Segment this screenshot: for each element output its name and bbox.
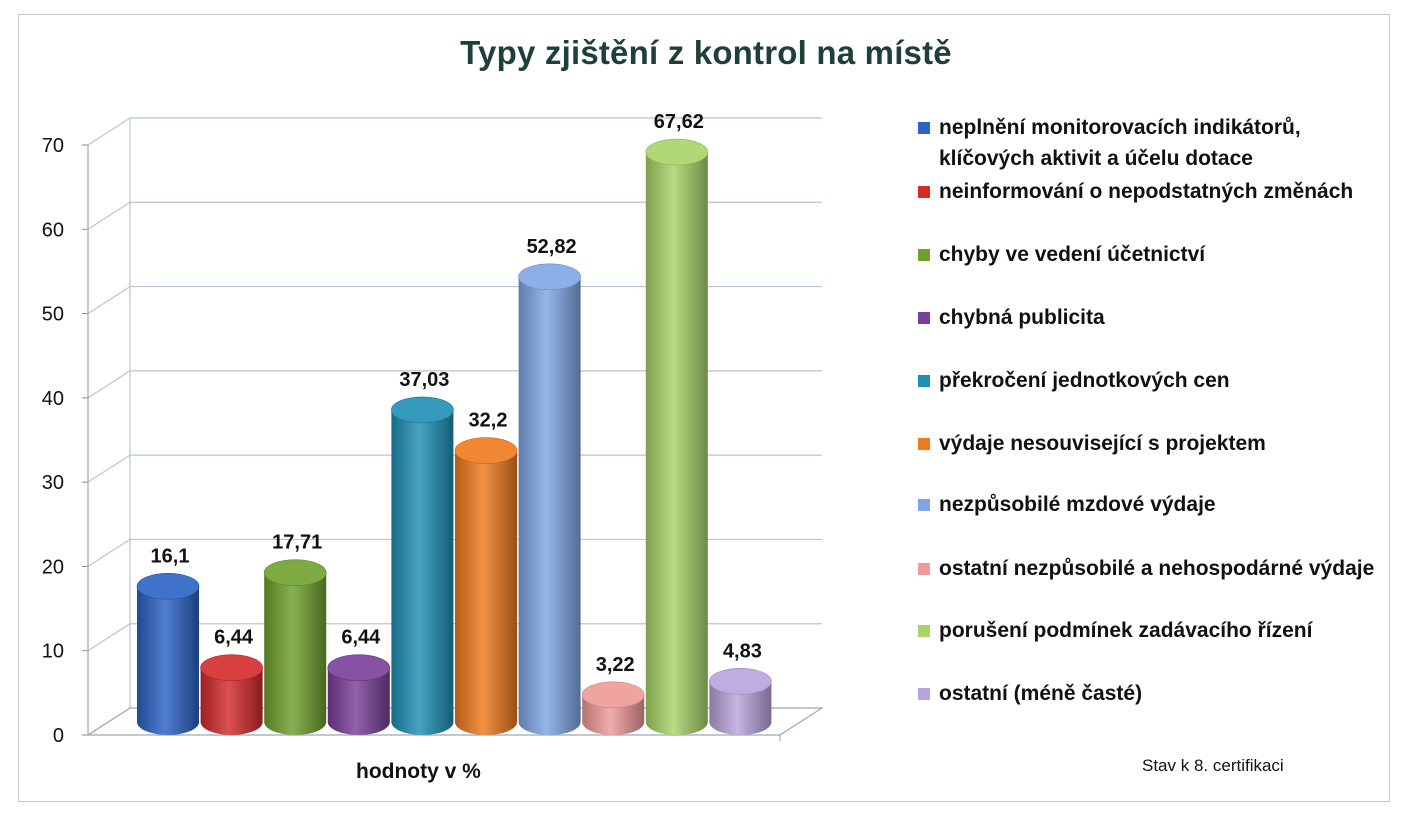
bar bbox=[454, 437, 518, 735]
legend-swatch bbox=[918, 499, 930, 511]
data-label: 4,83 bbox=[723, 640, 762, 662]
legend-label: překročení jednotkových cen bbox=[939, 369, 1230, 392]
bar-top bbox=[454, 437, 518, 464]
legend-label: ostatní (méně časté) bbox=[939, 682, 1143, 705]
gridline-side bbox=[87, 370, 131, 399]
bar bbox=[136, 572, 200, 735]
y-tick-label: 20 bbox=[42, 556, 64, 578]
legend-item: neplnění monitorovacích indikátorů, klíč… bbox=[918, 112, 1378, 174]
bar-body bbox=[518, 276, 581, 735]
gridline-side bbox=[87, 454, 131, 483]
chart-title: Typy zjištění z kontrol na místě bbox=[460, 34, 952, 71]
legend-label: porušení podmínek zadávacího řízení bbox=[939, 619, 1313, 642]
bar-body bbox=[137, 586, 199, 735]
bar-top bbox=[645, 138, 709, 166]
bar bbox=[200, 654, 263, 735]
bar bbox=[645, 138, 709, 735]
y-tick-label: 50 bbox=[42, 304, 64, 326]
legend-item: ostatní (méně časté) bbox=[918, 678, 1378, 709]
y-tick-label: 40 bbox=[42, 388, 64, 410]
bars bbox=[136, 138, 772, 735]
data-label: 16,1 bbox=[151, 545, 190, 567]
legend-item: ostatní nezpůsobilé a nehospodárné výdaj… bbox=[918, 553, 1378, 584]
data-labels: 16,1 6,44 17,71 6,44 37,03 32,2 52,82 3,22 67,62… bbox=[151, 111, 762, 676]
bar-top bbox=[263, 559, 327, 587]
legend-label: neplnění monitorovacích indikátorů, klíč… bbox=[939, 116, 1301, 170]
data-label: 32,2 bbox=[469, 410, 508, 432]
legend-item: chyby ve vedení účetnictví bbox=[918, 239, 1378, 270]
data-label: 17,71 bbox=[272, 532, 322, 554]
floor bbox=[85, 707, 825, 736]
legend-swatch bbox=[918, 186, 930, 198]
legend-label: ostatní nezpůsobilé a nehospodárné výdaj… bbox=[939, 557, 1375, 580]
data-label: 67,62 bbox=[654, 111, 704, 133]
bar bbox=[391, 396, 454, 735]
legend-swatch bbox=[918, 438, 930, 450]
bar-top bbox=[327, 654, 391, 682]
legend-label: neinformování o nepodstatných změnách bbox=[939, 180, 1354, 203]
bar-top bbox=[200, 654, 263, 682]
bar-body bbox=[709, 681, 772, 735]
bar-body bbox=[455, 450, 517, 735]
legend-item: nezpůsobilé mzdové výdaje bbox=[918, 489, 1378, 520]
bar bbox=[581, 681, 645, 735]
y-tick-label: 0 bbox=[53, 725, 64, 747]
bar bbox=[518, 263, 581, 735]
legend-item: porušení podmínek zadávacího řízení bbox=[918, 615, 1378, 646]
bar-top bbox=[518, 263, 581, 291]
legend-label: chyby ve vedení účetnictví bbox=[939, 243, 1206, 266]
y-tick-label: 60 bbox=[42, 219, 64, 241]
bar bbox=[709, 667, 772, 735]
bar bbox=[263, 559, 327, 735]
y-tick-label: 30 bbox=[42, 472, 64, 494]
gridline-side bbox=[87, 117, 131, 146]
legend-label: chybná publicita bbox=[939, 306, 1105, 329]
legend-swatch bbox=[918, 625, 930, 637]
legend-swatch bbox=[918, 688, 930, 700]
data-label: 6,44 bbox=[341, 627, 381, 649]
bar-body bbox=[200, 667, 263, 735]
legend-label: nezpůsobilé mzdové výdaje bbox=[939, 493, 1216, 516]
legend-swatch bbox=[918, 312, 930, 324]
bar-body bbox=[645, 152, 708, 735]
bar-body bbox=[327, 667, 390, 735]
data-label: 3,22 bbox=[596, 654, 635, 676]
bar-body bbox=[391, 409, 454, 735]
legend-item: chybná publicita bbox=[918, 302, 1378, 333]
bar-top bbox=[136, 572, 200, 600]
gridline-side bbox=[87, 623, 131, 652]
data-label: 52,82 bbox=[527, 236, 577, 258]
bar-top bbox=[709, 667, 772, 695]
bar-body bbox=[264, 572, 327, 735]
y-tick-label: 10 bbox=[42, 641, 64, 663]
bar-top bbox=[581, 681, 645, 709]
legend-item: výdaje nesouvisející s projektem bbox=[918, 428, 1378, 459]
data-label: 6,44 bbox=[214, 627, 254, 649]
y-tick-label: 70 bbox=[42, 135, 64, 157]
gridline-side bbox=[87, 538, 131, 567]
axes: 0 10 20 30 40 50 60 70 bbox=[42, 118, 825, 747]
legend-item: překročení jednotkových cen bbox=[918, 365, 1378, 396]
legend-item: neinformování o nepodstatných změnách bbox=[918, 176, 1378, 207]
legend-swatch bbox=[918, 249, 930, 261]
certification-note: Stav k 8. certifikaci bbox=[1142, 756, 1284, 775]
legend-swatch bbox=[918, 563, 930, 575]
gridline-side bbox=[87, 201, 131, 230]
gridline-side bbox=[87, 286, 131, 315]
x-axis-label: hodnoty v % bbox=[356, 760, 481, 783]
legend-swatch bbox=[918, 122, 930, 134]
legend-label: výdaje nesouvisející s projektem bbox=[939, 432, 1266, 455]
bar bbox=[327, 654, 391, 735]
data-label: 37,03 bbox=[399, 369, 449, 391]
legend-swatch bbox=[918, 375, 930, 387]
bar-top bbox=[391, 396, 454, 424]
